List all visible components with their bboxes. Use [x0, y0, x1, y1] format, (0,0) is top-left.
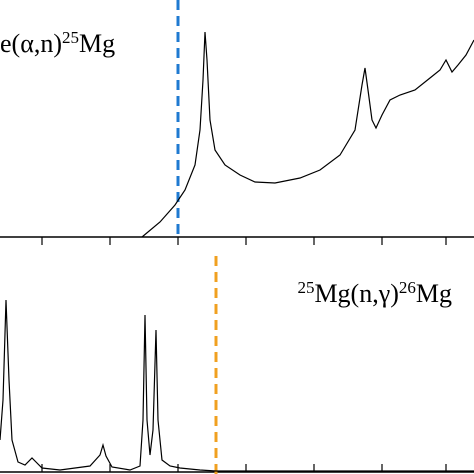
curve — [0, 299, 474, 472]
superscript: 25 — [62, 28, 79, 47]
label-text: e(α,n) — [0, 29, 62, 58]
panel-label: e(α,n)25Mg — [0, 28, 115, 58]
curve — [141, 31, 474, 238]
superscript: 25 — [297, 278, 314, 297]
panel-label: 25Mg(n,γ)26Mg — [297, 278, 452, 308]
label-text: Mg — [416, 279, 452, 308]
label-text: Mg(n,γ) — [314, 279, 398, 308]
label-text: Mg — [79, 29, 115, 58]
superscript: 26 — [399, 278, 416, 297]
